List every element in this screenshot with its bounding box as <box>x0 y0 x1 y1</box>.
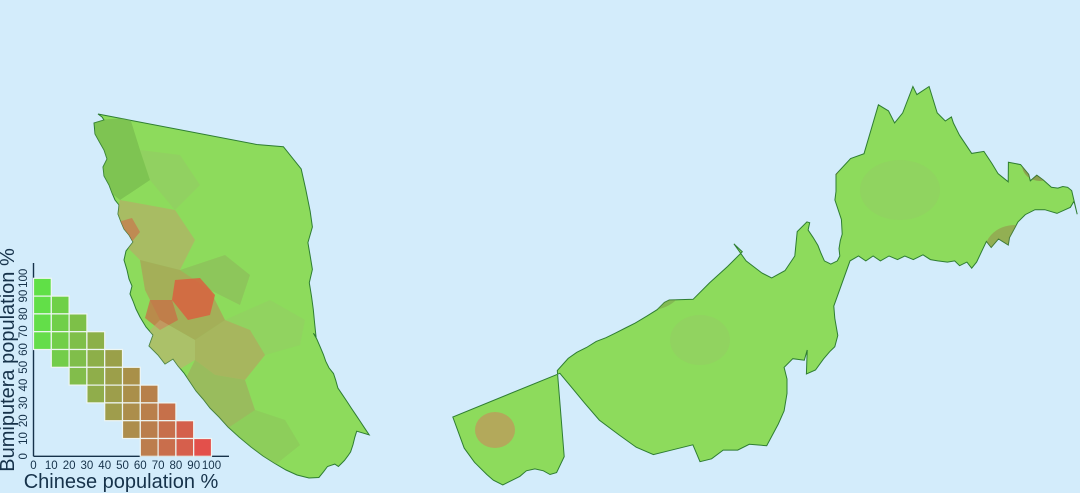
svg-text:Chinese population %: Chinese population % <box>24 471 219 493</box>
svg-text:60: 60 <box>18 343 30 356</box>
svg-text:20: 20 <box>18 414 30 427</box>
svg-text:40: 40 <box>18 379 30 392</box>
svg-text:10: 10 <box>18 432 30 445</box>
svg-text:50: 50 <box>18 361 30 374</box>
svg-text:100: 100 <box>18 269 30 288</box>
svg-text:70: 70 <box>18 325 30 338</box>
svg-text:80: 80 <box>18 308 30 321</box>
svg-text:0: 0 <box>18 453 30 459</box>
svg-text:30: 30 <box>18 397 30 410</box>
svg-text:Bumiputera population %: Bumiputera population % <box>0 248 19 472</box>
svg-text:90: 90 <box>18 290 30 303</box>
